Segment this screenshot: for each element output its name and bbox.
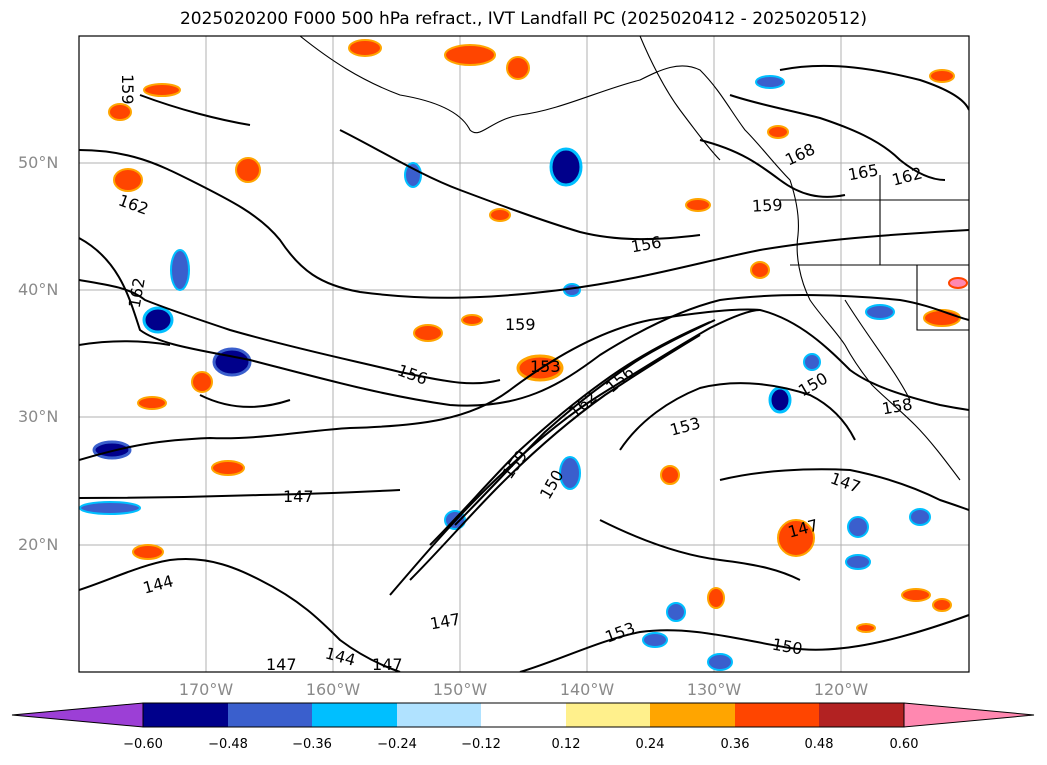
lat-label: 30°N [18,407,59,426]
contour-label: 159 [505,315,536,334]
colorbar-bin [397,703,481,727]
contour-label: 147 [283,487,314,506]
colorbar-extend-left [11,702,144,728]
colorbar-tick: 0.48 [804,737,834,752]
colorbar-bin [143,703,228,727]
lon-label: 160°W [305,680,361,699]
contour-label: 147 [372,655,403,674]
colorbar-bin [566,703,650,727]
colorbar-tick: −0.60 [123,737,163,752]
contours [79,64,969,672]
colorbar-extend-right [903,702,1035,728]
colorbar-bin [650,703,735,727]
lat-label: 50°N [18,153,59,172]
contour-label: 153 [530,357,561,376]
lon-label: 130°W [686,680,742,699]
contour-label: 147 [266,655,297,674]
colorbar-bin [481,703,566,727]
colorbar-tick: −0.36 [292,737,332,752]
shading [79,39,968,671]
colorbar-tick: −0.12 [461,737,501,752]
map-border [78,35,970,673]
map-frame [79,36,969,672]
lat-label: 20°N [18,535,59,554]
lon-label: 120°W [813,680,869,699]
lat-label: 40°N [18,280,59,299]
colorbar [11,702,1035,728]
colorbar-tick: 0.24 [635,737,665,752]
colorbar-bin [312,703,397,727]
contour-label: 159 [751,195,782,216]
colorbar-bin [819,703,904,727]
coastlines [299,36,969,481]
lon-label: 170°W [178,680,234,699]
contour-label: 159 [118,74,137,105]
map-title: 2025020200 F000 500 hPa refract., IVT La… [179,9,867,29]
lon-label: 140°W [559,680,615,699]
colorbar-tick: 0.60 [889,737,919,752]
lon-label: 150°W [432,680,488,699]
colorbar-tick: 0.36 [720,737,750,752]
colorbar-bin [228,703,312,727]
colorbar-tick: −0.24 [377,737,417,752]
colorbar-bin [735,703,819,727]
gridlines [79,36,969,672]
colorbar-tick: −0.48 [208,737,248,752]
colorbar-tick: 0.12 [551,737,581,752]
